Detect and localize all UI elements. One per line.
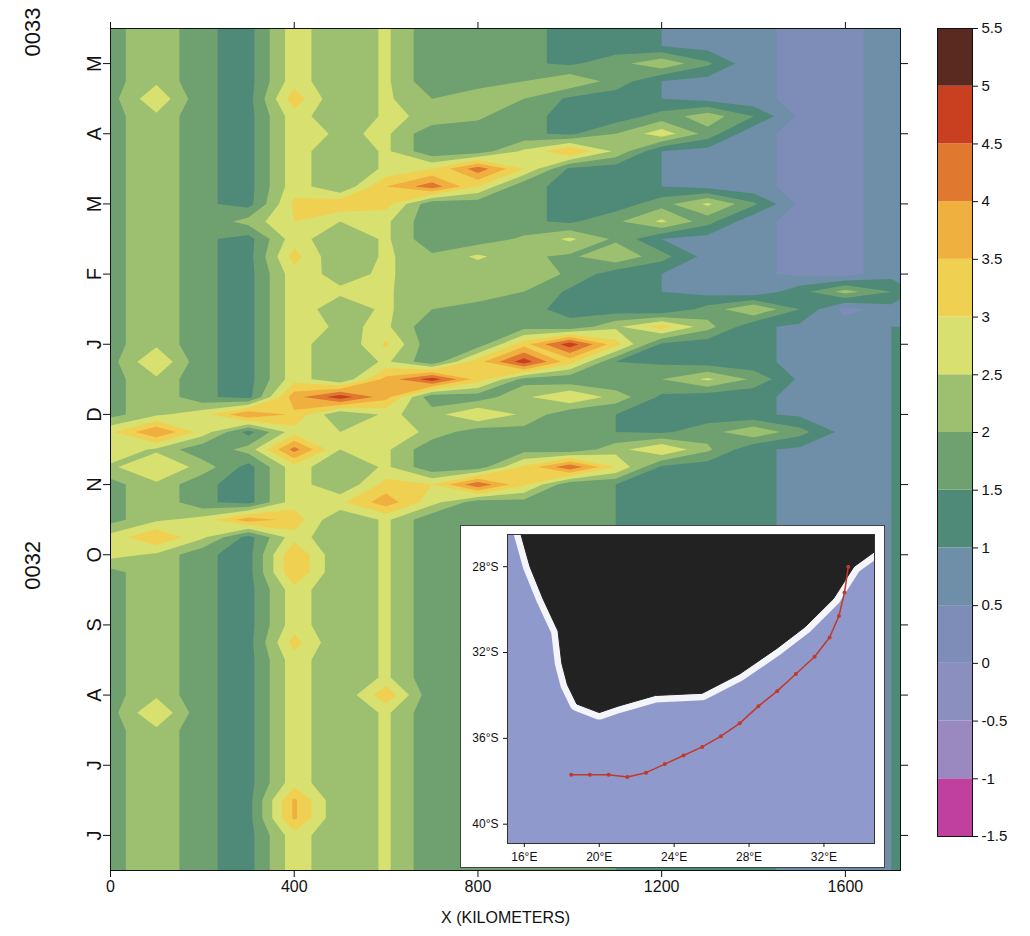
svg-text:1600: 1600	[828, 878, 864, 895]
svg-text:J: J	[83, 830, 105, 840]
svg-text:28°E: 28°E	[736, 850, 762, 864]
svg-text:1.5: 1.5	[982, 481, 1003, 498]
svg-text:D: D	[83, 407, 105, 421]
svg-text:4: 4	[982, 192, 990, 209]
svg-text:32°E: 32°E	[811, 850, 837, 864]
svg-text:-1.5: -1.5	[982, 827, 1008, 844]
svg-text:20°E: 20°E	[586, 850, 612, 864]
svg-text:40°S: 40°S	[472, 817, 498, 831]
svg-text:0: 0	[106, 878, 115, 895]
svg-text:A: A	[83, 126, 105, 140]
svg-text:O: O	[83, 547, 105, 563]
svg-text:4.5: 4.5	[982, 135, 1003, 152]
svg-text:A: A	[83, 688, 105, 702]
svg-text:M: M	[83, 55, 105, 72]
svg-text:2: 2	[982, 423, 990, 440]
svg-text:2.5: 2.5	[982, 366, 1003, 383]
svg-text:1: 1	[982, 539, 990, 556]
svg-text:0032: 0032	[20, 541, 45, 590]
svg-text:0: 0	[982, 654, 990, 671]
svg-text:-1: -1	[982, 770, 995, 787]
svg-text:J: J	[83, 339, 105, 349]
svg-text:-0.5: -0.5	[982, 712, 1008, 729]
svg-text:32°S: 32°S	[472, 645, 498, 659]
svg-text:N: N	[83, 477, 105, 491]
svg-text:0033: 0033	[20, 8, 45, 57]
svg-text:0.5: 0.5	[982, 596, 1003, 613]
svg-text:24°E: 24°E	[661, 850, 687, 864]
svg-text:5: 5	[982, 77, 990, 94]
svg-text:1200: 1200	[644, 878, 680, 895]
svg-text:800: 800	[465, 878, 492, 895]
svg-text:3.5: 3.5	[982, 250, 1003, 267]
svg-text:5.5: 5.5	[982, 19, 1003, 36]
svg-text:16°E: 16°E	[511, 850, 537, 864]
svg-text:J: J	[83, 760, 105, 770]
svg-text:400: 400	[281, 878, 308, 895]
svg-text:X (KILOMETERS): X (KILOMETERS)	[441, 909, 570, 926]
svg-text:F: F	[83, 268, 105, 280]
svg-text:S: S	[83, 618, 105, 631]
svg-text:36°S: 36°S	[472, 731, 498, 745]
svg-text:28°S: 28°S	[472, 560, 498, 574]
svg-text:M: M	[83, 196, 105, 213]
svg-text:3: 3	[982, 308, 990, 325]
